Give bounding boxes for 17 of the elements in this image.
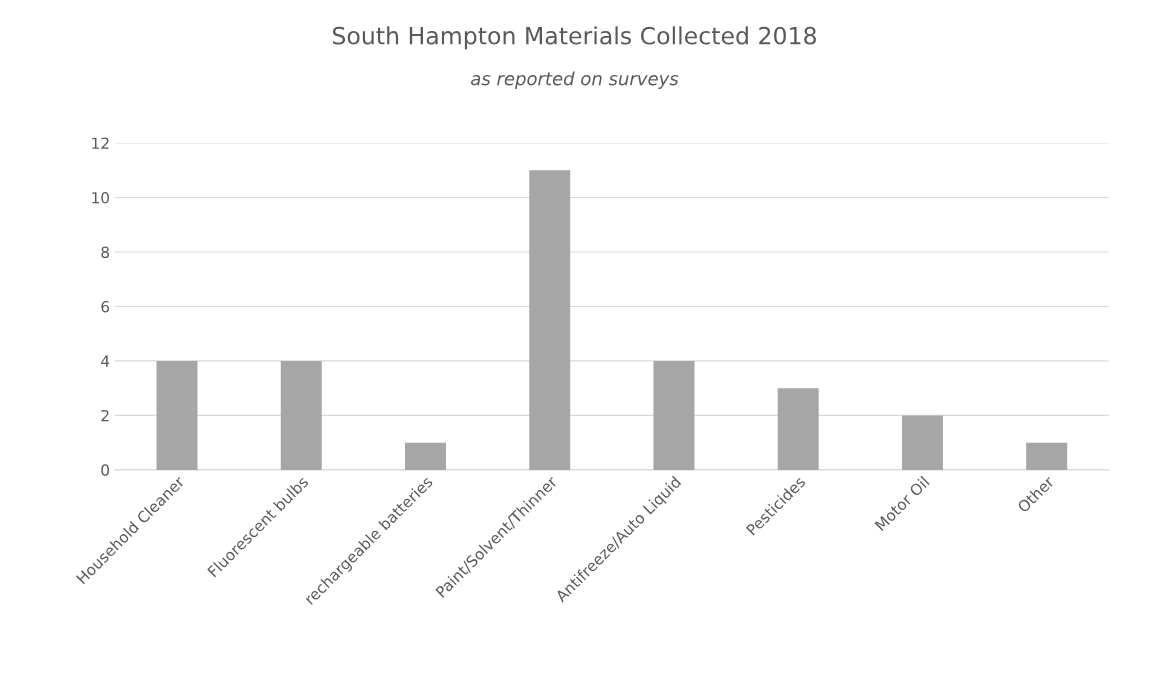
bar	[529, 170, 571, 470]
bar	[653, 360, 695, 470]
bar	[404, 442, 446, 470]
chart-subtitle: as reported on surveys	[471, 71, 679, 89]
y-tick-label: 6	[101, 300, 110, 313]
y-tick-label: 10	[92, 191, 110, 204]
y-tick-label: 0	[101, 464, 110, 476]
y-tick-label: 8	[101, 246, 109, 258]
chart-title: South Hampton Materials Collected 2018	[332, 26, 816, 50]
bar	[901, 415, 943, 470]
bar	[777, 388, 819, 470]
y-tick-label: 12	[92, 137, 109, 149]
bar	[156, 360, 198, 470]
bar	[280, 360, 322, 470]
y-tick-label: 4	[101, 355, 110, 367]
bar	[1026, 442, 1068, 470]
y-tick-label: 2	[101, 409, 109, 422]
